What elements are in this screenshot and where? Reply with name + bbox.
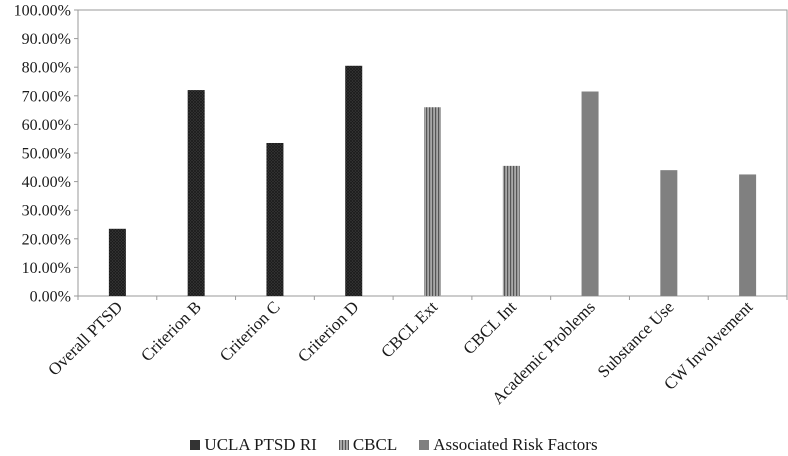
legend-swatch-risk (419, 440, 430, 450)
bar-criterion-c (266, 142, 284, 296)
x-tick-label: Substance Use (594, 297, 678, 381)
x-tick-label: CBCL Ext (377, 297, 441, 361)
x-tick-label: Overall PTSD (44, 297, 126, 379)
y-tick-label: 20.00% (22, 231, 71, 248)
legend-item-cbcl: CBCL (338, 435, 398, 455)
legend-item-ucla: UCLA PTSD RI (190, 435, 317, 455)
x-axis: Overall PTSD Criterion B Criterion C Criter… (44, 296, 788, 408)
legend: UCLA PTSD RI CBCL Associated Risk Factor… (0, 434, 788, 456)
bar-cbcl-ext (424, 107, 441, 297)
y-tick-label: 100.00% (14, 3, 71, 20)
bar-cw-involvement (739, 174, 757, 296)
y-tick-label: 70.00% (22, 88, 71, 105)
bars (108, 65, 757, 297)
y-tick-label: 30.00% (22, 203, 71, 220)
legend-label-cbcl: CBCL (352, 435, 398, 454)
x-tick-label: Criterion D (294, 297, 363, 366)
bar-academic-problems (581, 91, 599, 296)
legend-label-risk: Associated Risk Factors (433, 435, 598, 454)
bar-chart: 0.00% 10.00% 20.00% 30.00% 40.00% 50.00% 60.00… (14, 3, 788, 408)
legend-swatch-cbcl (338, 440, 349, 450)
y-tick-label: 90.00% (22, 31, 71, 48)
y-tick-label: 40.00% (22, 174, 71, 191)
y-tick-label: 80.00% (22, 60, 71, 77)
y-tick-label: 50.00% (22, 146, 71, 163)
y-tick-label: 10.00% (22, 260, 71, 277)
bar-criterion-d (345, 65, 363, 297)
bar-substance-use (660, 170, 678, 296)
legend-label-ucla: UCLA PTSD RI (204, 435, 317, 454)
y-tick-label: 0.00% (30, 289, 71, 306)
bar-overall-ptsd (108, 228, 126, 296)
y-axis: 0.00% 10.00% 20.00% 30.00% 40.00% 50.00% 60.00… (14, 3, 788, 306)
bar-criterion-b (187, 90, 205, 296)
legend-item-risk: Associated Risk Factors (419, 435, 598, 455)
x-tick-label: Criterion B (137, 297, 205, 365)
y-tick-label: 60.00% (22, 117, 71, 134)
legend-swatch-ucla (190, 440, 201, 450)
x-tick-label: Criterion C (216, 297, 284, 365)
x-tick-label: CBCL Int (459, 297, 520, 358)
bar-cbcl-int (502, 165, 520, 296)
